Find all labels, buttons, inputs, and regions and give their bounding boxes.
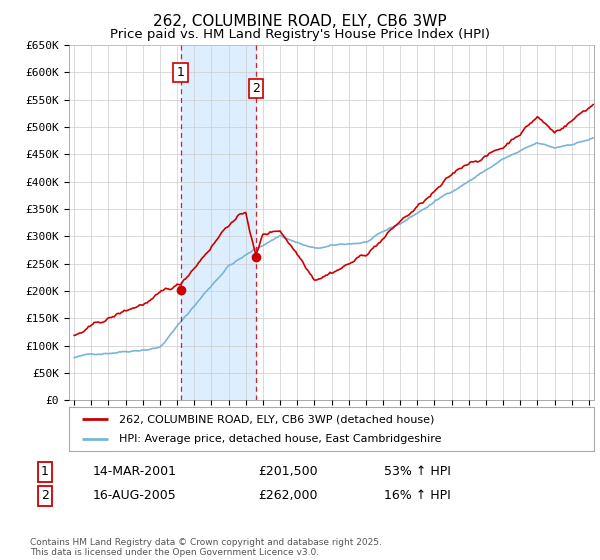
Text: 262, COLUMBINE ROAD, ELY, CB6 3WP (detached house): 262, COLUMBINE ROAD, ELY, CB6 3WP (detac… <box>119 414 434 424</box>
Text: Price paid vs. HM Land Registry's House Price Index (HPI): Price paid vs. HM Land Registry's House … <box>110 28 490 41</box>
Text: 1: 1 <box>41 465 49 478</box>
Text: 53% ↑ HPI: 53% ↑ HPI <box>384 465 451 478</box>
Bar <box>181 45 256 400</box>
Text: 14-MAR-2001: 14-MAR-2001 <box>93 465 177 478</box>
Text: 16% ↑ HPI: 16% ↑ HPI <box>384 489 451 502</box>
Text: £201,500: £201,500 <box>258 465 317 478</box>
Text: 16-AUG-2005: 16-AUG-2005 <box>93 489 177 502</box>
Text: 1: 1 <box>176 66 184 78</box>
Text: 2: 2 <box>41 489 49 502</box>
Text: £262,000: £262,000 <box>258 489 317 502</box>
Text: 2: 2 <box>252 82 260 95</box>
Text: Contains HM Land Registry data © Crown copyright and database right 2025.
This d: Contains HM Land Registry data © Crown c… <box>30 538 382 557</box>
Text: 262, COLUMBINE ROAD, ELY, CB6 3WP: 262, COLUMBINE ROAD, ELY, CB6 3WP <box>153 14 447 29</box>
Text: HPI: Average price, detached house, East Cambridgeshire: HPI: Average price, detached house, East… <box>119 433 442 444</box>
